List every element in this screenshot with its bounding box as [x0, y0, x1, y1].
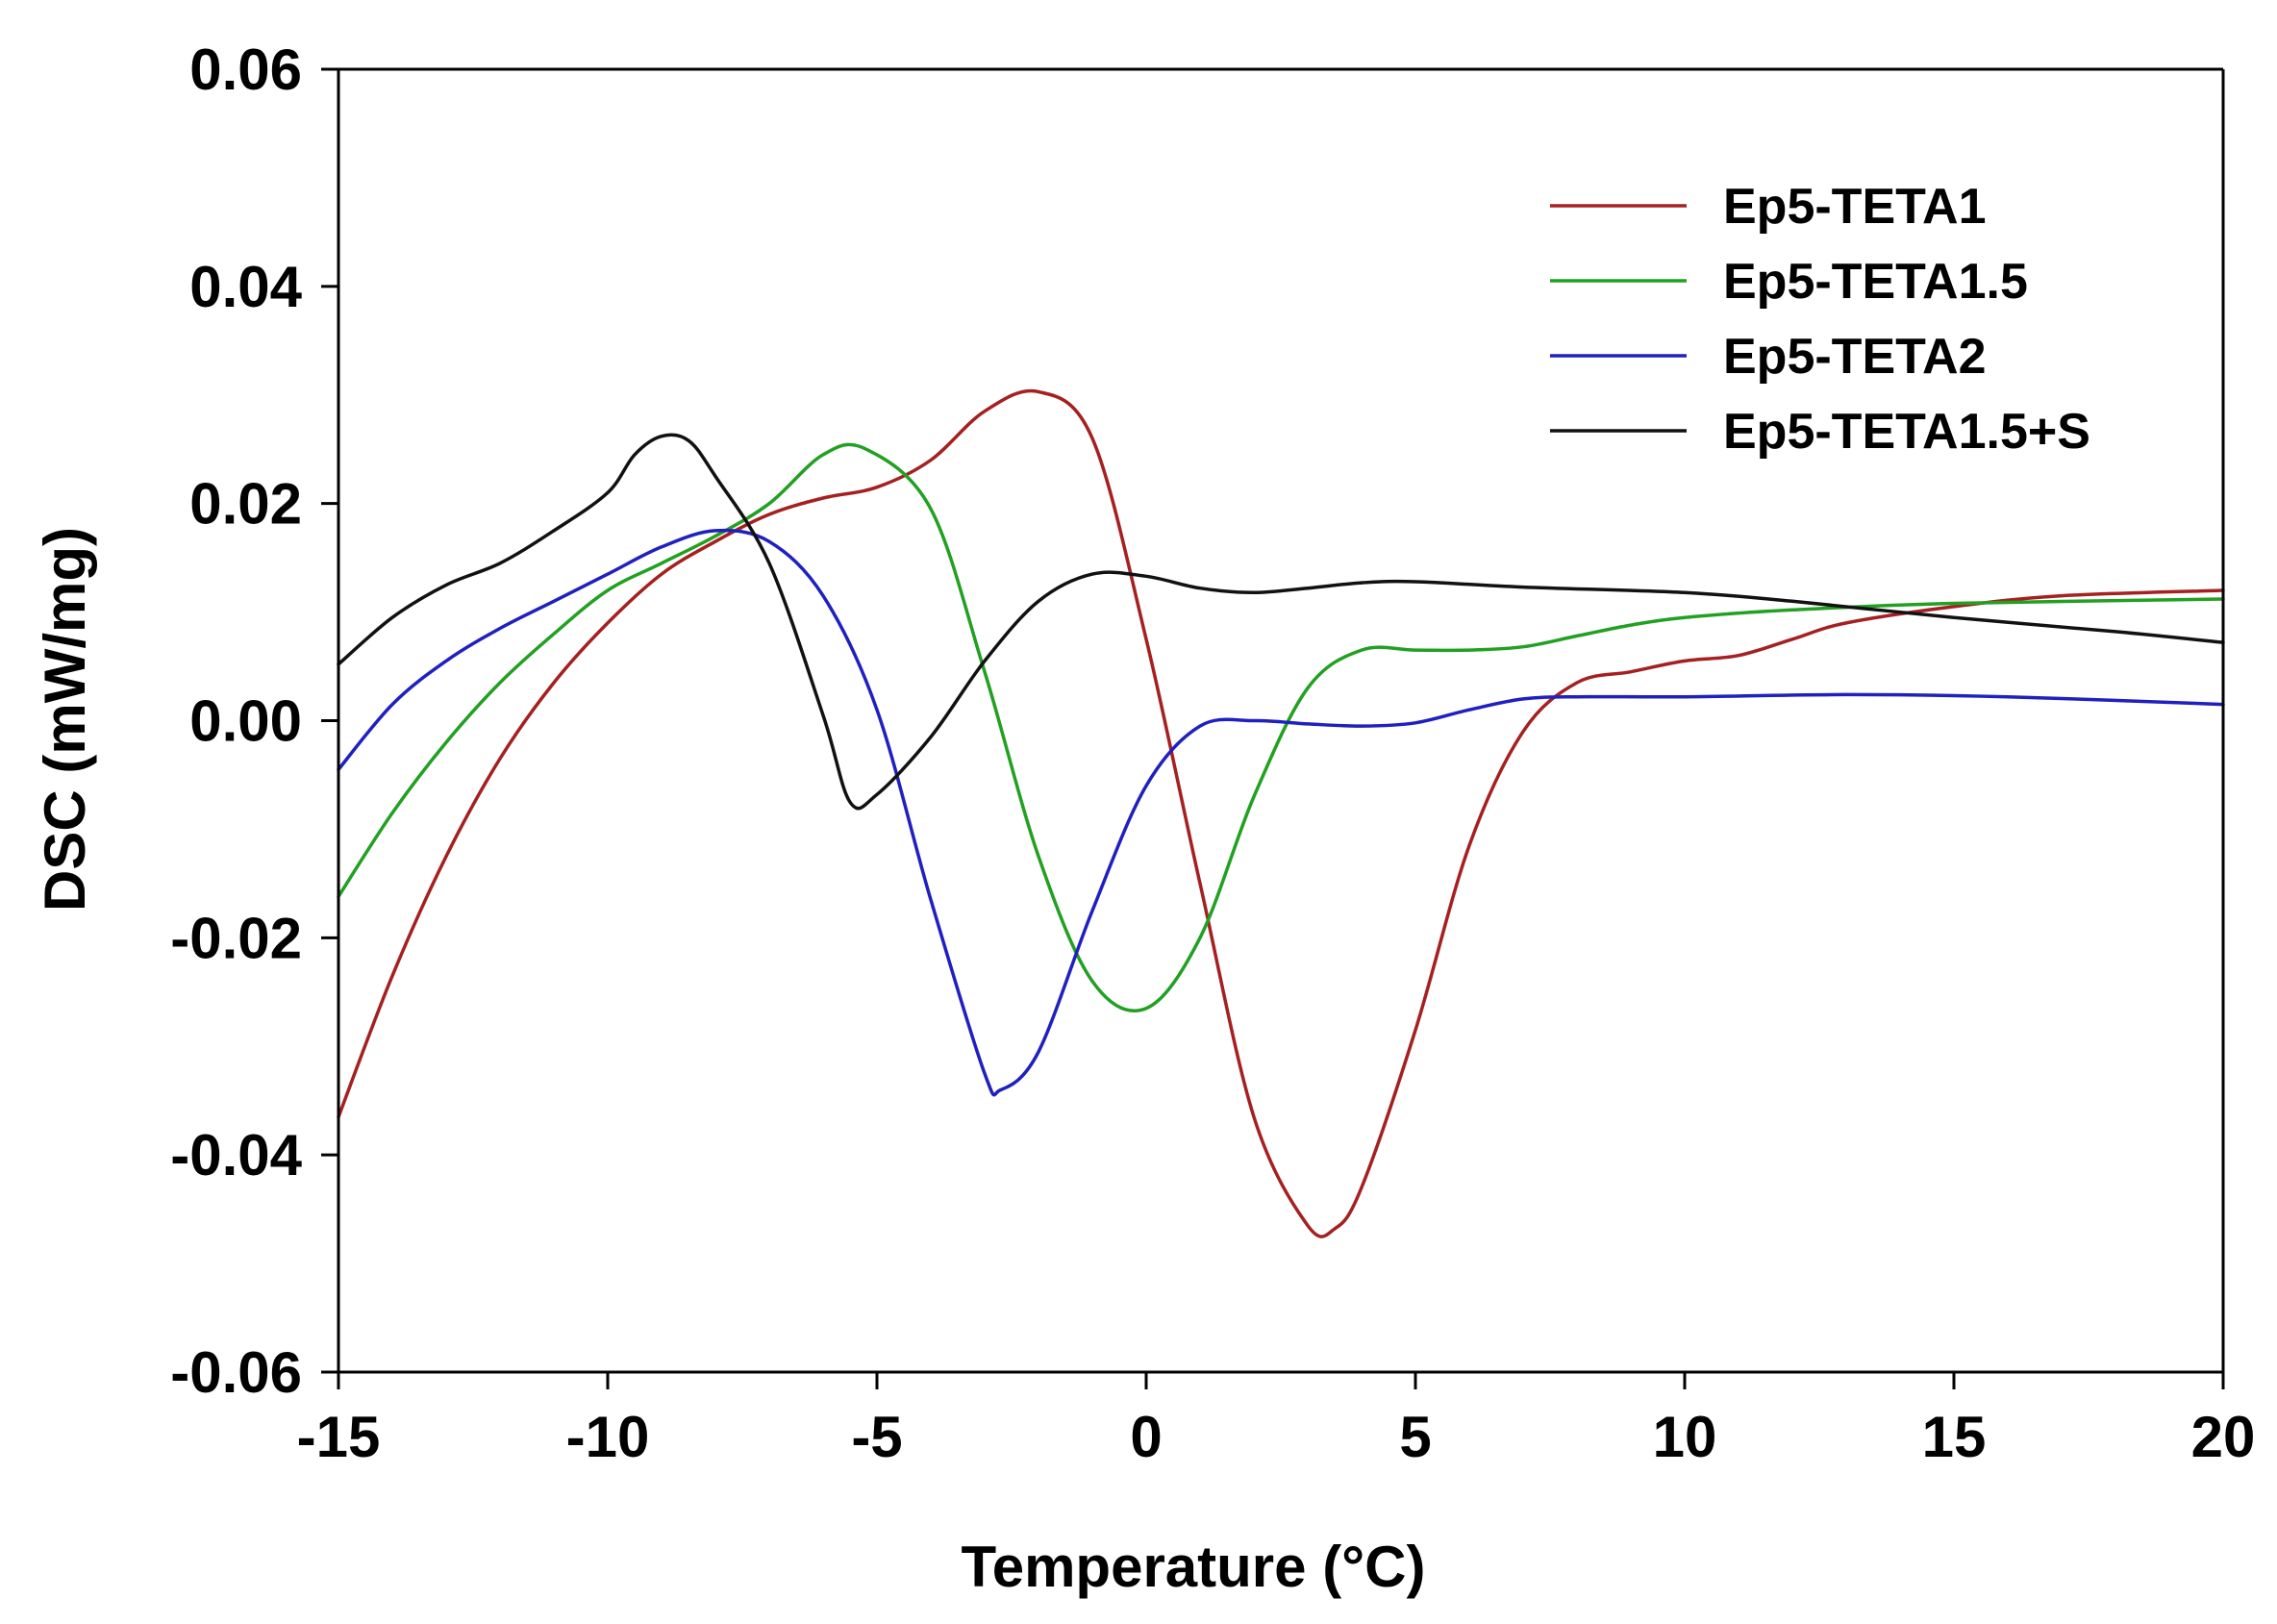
- legend: Ep5-TETA1 Ep5-TETA1.5 Ep5-TETA2 Ep5-TETA1.5…: [1550, 179, 2090, 460]
- series-line-4: [337, 433, 2225, 811]
- x-tick-label: 10: [1653, 1405, 1717, 1469]
- x-axis-title: Temperature (°C): [962, 1535, 1426, 1599]
- y-tick-label: -0.06: [170, 1340, 302, 1405]
- legend-label-2: Ep5-TETA1.5: [1723, 254, 2028, 310]
- y-tick-label: -0.02: [170, 906, 302, 970]
- x-tick-label: 15: [1922, 1405, 1987, 1469]
- y-tick-label: -0.04: [170, 1123, 302, 1187]
- series-line-3: [337, 528, 2225, 1097]
- y-axis-title: DSC (mW/mg): [33, 527, 97, 912]
- x-tick-label: 20: [2191, 1405, 2256, 1469]
- x-tick-label: -15: [297, 1405, 381, 1469]
- y-tick-label: 0.06: [189, 37, 302, 102]
- series-line-2: [337, 442, 2225, 1012]
- axes: -15 -10 -5 0 5 10 15 20 -0.06 -0.04 -0.02 0.00 0.02 0…: [170, 37, 2255, 1469]
- y-tick-label: 0.02: [189, 472, 302, 537]
- legend-label-1: Ep5-TETA1: [1723, 179, 1987, 235]
- y-tick-label: 0.04: [189, 255, 302, 319]
- plot-lines: [337, 388, 2225, 1238]
- x-tick-label: 0: [1130, 1405, 1162, 1469]
- x-tick-label: 5: [1399, 1405, 1431, 1469]
- x-tick-label: -5: [851, 1405, 902, 1469]
- series-line-1: [337, 388, 2225, 1238]
- legend-label-3: Ep5-TETA2: [1723, 329, 1987, 385]
- x-tick-label: -10: [566, 1405, 650, 1469]
- y-tick-label: 0.00: [189, 689, 302, 754]
- legend-label-4: Ep5-TETA1.5+S: [1723, 404, 2090, 460]
